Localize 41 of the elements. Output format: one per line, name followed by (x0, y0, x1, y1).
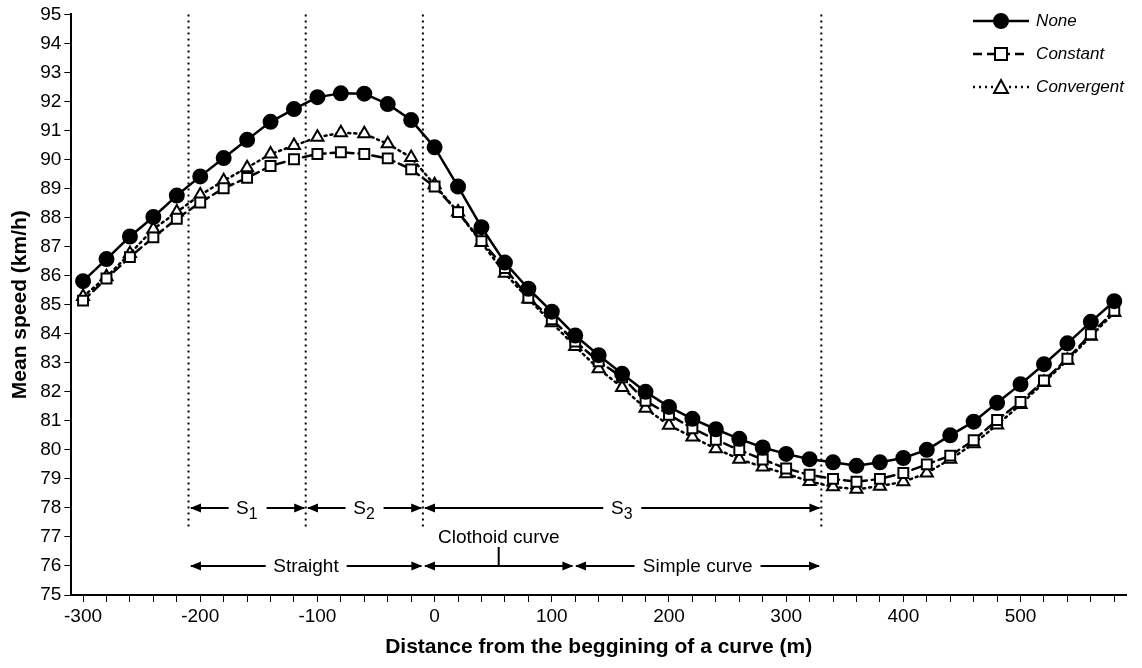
x-tick-label: 0 (429, 604, 440, 626)
y-tick-label: 83 (40, 350, 62, 372)
x-tick-label: 300 (770, 604, 803, 626)
y-tick-label: 81 (40, 409, 62, 431)
y-tick-label: 84 (40, 321, 62, 343)
legend-label: Constant (1036, 43, 1105, 64)
x-tick-label: 500 (1004, 604, 1037, 626)
x-tick-label: -100 (298, 604, 337, 626)
x-axis-title: Distance from the beggining of a curve (m) (385, 634, 813, 658)
x-tick-label: 100 (535, 604, 568, 626)
annotation: S$_{3}$ (611, 496, 633, 524)
y-axis-title: Mean speed (km/h) (7, 210, 31, 400)
y-tick-label: 86 (40, 263, 62, 285)
y-tick-label: 79 (40, 467, 62, 489)
y-tick-label: 78 (40, 496, 62, 518)
legend-label: Convergent (1036, 76, 1124, 97)
x-tick-label: -200 (181, 604, 220, 626)
x-tick-label: 200 (653, 604, 685, 626)
y-tick-label: 80 (40, 438, 62, 460)
y-tick-label: 91 (40, 118, 62, 140)
annotation: S$_{1}$ (236, 496, 258, 524)
annotation: S$_{2}$ (353, 496, 375, 524)
annotation: Straight (273, 554, 339, 577)
y-tick-label: 95 (40, 2, 62, 24)
x-tick-label: 400 (887, 604, 920, 626)
x-tick-label: -300 (64, 604, 103, 626)
y-tick-label: 87 (40, 234, 62, 256)
y-tick-label: 88 (40, 205, 62, 227)
y-tick-label: 89 (40, 176, 62, 198)
annotation: Clothoid curve (438, 525, 560, 548)
y-tick-label: 76 (40, 554, 62, 576)
y-tick-label: 92 (40, 89, 62, 111)
y-tick-label: 77 (40, 525, 62, 547)
y-tick-label: 90 (40, 147, 62, 169)
y-tick-label: 82 (40, 380, 62, 402)
y-tick-label: 85 (40, 292, 62, 314)
y-tick-label: 93 (40, 60, 62, 82)
y-tick-label: 94 (40, 31, 62, 53)
y-tick-label: 75 (40, 583, 62, 605)
annotation: Simple curve (642, 554, 753, 577)
legend-label: None (1036, 10, 1077, 31)
